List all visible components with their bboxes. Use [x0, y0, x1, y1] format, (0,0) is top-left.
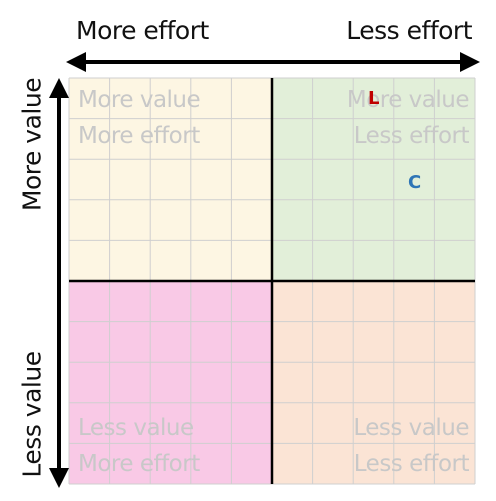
quadrant-bottom-left-label: Less value More effort: [78, 410, 200, 482]
quadrant-bottom-left: [69, 281, 272, 484]
vertical-axis-arrow: [49, 78, 69, 488]
arrowhead-left-icon: [66, 52, 86, 72]
quadrant-top-right: [272, 78, 475, 281]
y-top-label: More value: [17, 77, 47, 212]
quadrant-top-left-line1: More value: [78, 87, 201, 113]
quadrant-top-right-line2: Less effort: [353, 123, 470, 149]
quadrant-bottom-right-label: Less value Less effort: [353, 410, 469, 482]
arrowhead-down-icon: [49, 468, 69, 488]
quadrant-bottom-left-line2: More effort: [78, 451, 200, 477]
quadrant-top-right-line1: More value: [346, 87, 470, 113]
quadrant-top-right-label: More value Less effort: [346, 82, 470, 154]
quadrant-top-left-line2: More effort: [78, 123, 200, 149]
horizontal-axis-arrow: [66, 52, 480, 72]
arrowhead-right-icon: [460, 52, 480, 72]
x-left-label: More effort: [76, 16, 209, 45]
quadrant-bottom-right: [272, 281, 475, 484]
marker-l: L: [368, 88, 380, 109]
marker-c: C: [408, 172, 422, 193]
arrowhead-up-icon: [49, 78, 69, 98]
y-bottom-label: Less value: [17, 351, 47, 478]
quadrant-top-left: [69, 78, 272, 281]
quadrant-bottom-left-line1: Less value: [78, 415, 194, 441]
x-right-label: Less effort: [346, 16, 472, 45]
quadrant-bottom-right-line1: Less value: [353, 415, 469, 441]
quadrant-bottom-right-line2: Less effort: [353, 451, 470, 477]
quadrant-top-left-label: More value More effort: [78, 82, 201, 154]
